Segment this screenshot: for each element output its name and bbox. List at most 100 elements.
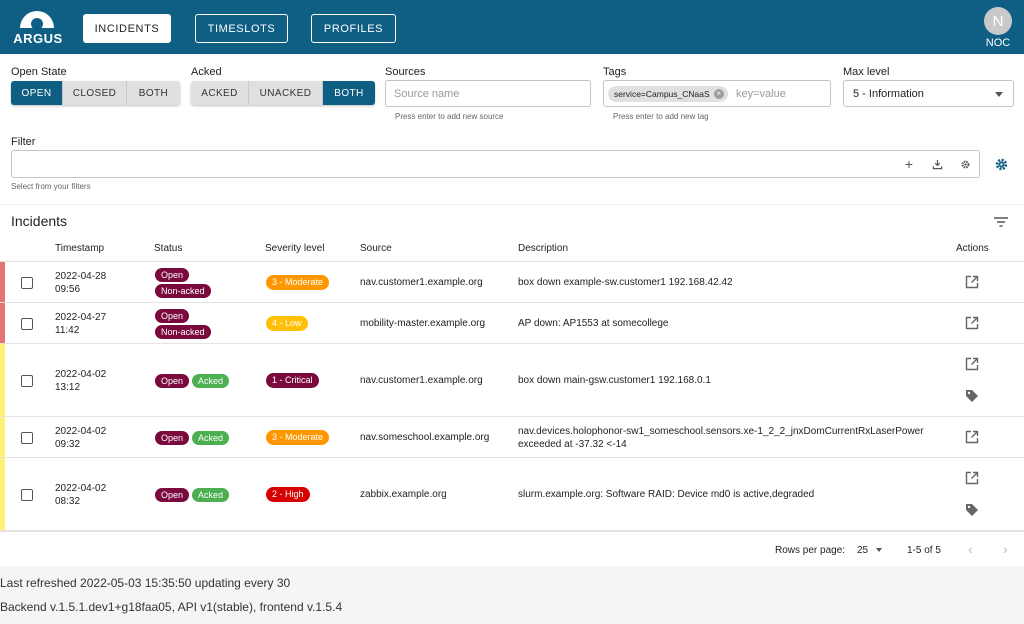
severity-indicator-bar bbox=[0, 344, 5, 416]
filter-list-icon[interactable] bbox=[994, 217, 1008, 230]
description-text: box down main-gsw.customer1 192.168.0.1 bbox=[518, 375, 711, 386]
tag-icon[interactable] bbox=[965, 503, 981, 519]
timestamp-time: 08:32 bbox=[55, 495, 81, 507]
timestamp-time: 09:56 bbox=[55, 283, 81, 295]
timestamp-cell: 2022-04-27 11:42 bbox=[55, 311, 106, 337]
next-page-icon[interactable]: › bbox=[1003, 541, 1008, 557]
status-badge: Acked bbox=[192, 487, 230, 502]
source-cell: zabbix.example.org bbox=[360, 489, 447, 500]
table-pagination: Rows per page: 25 1-5 of 5 ‹ › bbox=[0, 531, 1024, 567]
user-menu[interactable]: N NOC bbox=[982, 7, 1014, 49]
timestamp-date: 2022-04-02 bbox=[55, 368, 107, 380]
open-in-new-icon[interactable] bbox=[965, 316, 981, 332]
description-cell: slurm.example.org: Software RAID: Device… bbox=[518, 488, 948, 501]
status-badge: Open bbox=[155, 267, 190, 282]
download-icon[interactable] bbox=[930, 157, 944, 171]
argus-logo[interactable]: ARGUS bbox=[12, 8, 64, 48]
open-state-both-button[interactable]: BOTH bbox=[127, 81, 180, 105]
description-text: box down example-sw.customer1 192.168.42… bbox=[518, 277, 733, 288]
row-checkbox[interactable] bbox=[21, 488, 33, 501]
open-in-new-icon[interactable] bbox=[965, 357, 981, 373]
max-level-select[interactable]: 5 - Information bbox=[843, 80, 1014, 107]
rows-per-page-label: Rows per page: bbox=[775, 545, 846, 556]
tag-chip[interactable]: service=Campus_CNaaS × bbox=[608, 86, 728, 102]
filter-field[interactable]: + bbox=[11, 150, 980, 178]
acked-acked-button[interactable]: ACKED bbox=[191, 81, 249, 105]
source-cell: nav.customer1.example.org bbox=[360, 375, 483, 386]
table-row[interactable]: 2022-04-02 08:32 Open Acked 2 - High zabbix.e… bbox=[0, 458, 1024, 531]
status-badge: Non-acked bbox=[155, 324, 211, 339]
severity-indicator-bar bbox=[0, 458, 5, 530]
description-cell: box down main-gsw.customer1 192.168.0.1 bbox=[518, 374, 948, 387]
tags-input[interactable] bbox=[732, 81, 828, 106]
avatar[interactable]: N bbox=[984, 7, 1012, 35]
status-cell: Open Non-acked bbox=[155, 267, 211, 300]
column-header-severity[interactable]: Severity level bbox=[265, 243, 325, 254]
open-state-open-button[interactable]: OPEN bbox=[11, 81, 63, 105]
timestamp-time: 11:42 bbox=[55, 324, 80, 336]
timestamp-date: 2022-04-02 bbox=[55, 482, 107, 494]
open-in-new-icon[interactable] bbox=[965, 275, 981, 291]
nav-incidents-button[interactable]: INCIDENTS bbox=[83, 14, 171, 43]
timestamp-date: 2022-04-02 bbox=[55, 425, 107, 437]
source-cell: nav.customer1.example.org bbox=[360, 277, 483, 288]
acked-both-button[interactable]: BOTH bbox=[323, 81, 375, 105]
row-checkbox[interactable] bbox=[21, 317, 33, 330]
column-header-timestamp[interactable]: Timestamp bbox=[55, 243, 105, 254]
open-state-closed-button[interactable]: CLOSED bbox=[63, 81, 127, 105]
chip-remove-icon[interactable]: × bbox=[713, 89, 724, 99]
sources-label: Sources bbox=[385, 66, 426, 78]
severity-badge: 3 - Moderate bbox=[266, 430, 330, 445]
column-header-actions: Actions bbox=[956, 243, 989, 254]
timestamp-time: 09:32 bbox=[55, 438, 81, 450]
table-row[interactable]: 2022-04-02 13:12 Open Acked 1 - Critical nav.… bbox=[0, 344, 1024, 417]
column-header-source[interactable]: Source bbox=[360, 243, 392, 254]
rows-per-page-select[interactable]: 25 bbox=[857, 545, 882, 556]
row-checkbox[interactable] bbox=[21, 374, 33, 387]
severity-indicator-bar bbox=[0, 417, 5, 457]
sources-field[interactable] bbox=[385, 80, 591, 107]
severity-badge: 4 - Low bbox=[266, 316, 308, 331]
version-text: Backend v.1.5.1.dev1+g18faa05, API v1(st… bbox=[0, 600, 343, 614]
timestamp-cell: 2022-04-28 09:56 bbox=[55, 270, 106, 296]
logo-text: ARGUS bbox=[13, 31, 63, 46]
timestamp-date: 2022-04-28 bbox=[55, 270, 107, 282]
row-checkbox[interactable] bbox=[21, 276, 33, 289]
timestamp-date: 2022-04-27 bbox=[55, 311, 107, 323]
prev-page-icon[interactable]: ‹ bbox=[968, 541, 973, 557]
timestamp-cell: 2022-04-02 08:32 bbox=[55, 482, 106, 508]
column-header-status[interactable]: Status bbox=[154, 243, 183, 254]
description-text-continued: exceeded at -37.32 <-14 bbox=[518, 438, 627, 450]
sources-input[interactable] bbox=[386, 81, 590, 106]
status-badge: Acked bbox=[192, 373, 230, 388]
add-icon[interactable]: + bbox=[904, 156, 914, 172]
table-row[interactable]: 2022-04-02 09:32 Open Acked 3 - Moderate nav.… bbox=[0, 417, 1024, 458]
tag-icon[interactable] bbox=[965, 389, 981, 405]
open-in-new-icon[interactable] bbox=[965, 471, 981, 487]
column-header-description[interactable]: Description bbox=[518, 243, 569, 254]
severity-indicator-bar bbox=[0, 303, 5, 343]
tags-field[interactable]: service=Campus_CNaaS × bbox=[603, 80, 831, 107]
gear-icon[interactable] bbox=[958, 157, 972, 171]
timestamp-cell: 2022-04-02 09:32 bbox=[55, 425, 106, 451]
open-in-new-icon[interactable] bbox=[965, 430, 981, 446]
status-badge: Open bbox=[155, 308, 190, 323]
filter-hint: Select from your filters bbox=[11, 182, 91, 191]
table-row[interactable]: 2022-04-28 09:56 Open Non-acked 3 - Moderate… bbox=[0, 262, 1024, 303]
acked-toggle: ACKED UNACKED BOTH bbox=[191, 81, 375, 105]
nav-profiles-button[interactable]: PROFILES bbox=[311, 14, 396, 43]
rows-per-page-value: 25 bbox=[857, 545, 869, 556]
row-checkbox[interactable] bbox=[21, 431, 33, 444]
status-badge: Non-acked bbox=[155, 283, 211, 298]
description-text: nav.devices.holophonor-sw1_someschool.se… bbox=[518, 425, 924, 437]
status-badge: Acked bbox=[192, 430, 230, 445]
acked-unacked-button[interactable]: UNACKED bbox=[249, 81, 323, 105]
tag-chip-label: service=Campus_CNaaS bbox=[614, 89, 710, 99]
table-row[interactable]: 2022-04-27 11:42 Open Non-acked 4 - Low mobil… bbox=[0, 303, 1024, 344]
status-badge: Open bbox=[155, 373, 190, 388]
settings-gear-icon[interactable] bbox=[993, 156, 1009, 172]
nav-timeslots-button[interactable]: TIMESLOTS bbox=[195, 14, 288, 43]
description-cell: AP down: AP1553 at somecollege bbox=[518, 317, 948, 330]
status-cell: Open Acked bbox=[155, 430, 232, 445]
timestamp-cell: 2022-04-02 13:12 bbox=[55, 368, 106, 394]
